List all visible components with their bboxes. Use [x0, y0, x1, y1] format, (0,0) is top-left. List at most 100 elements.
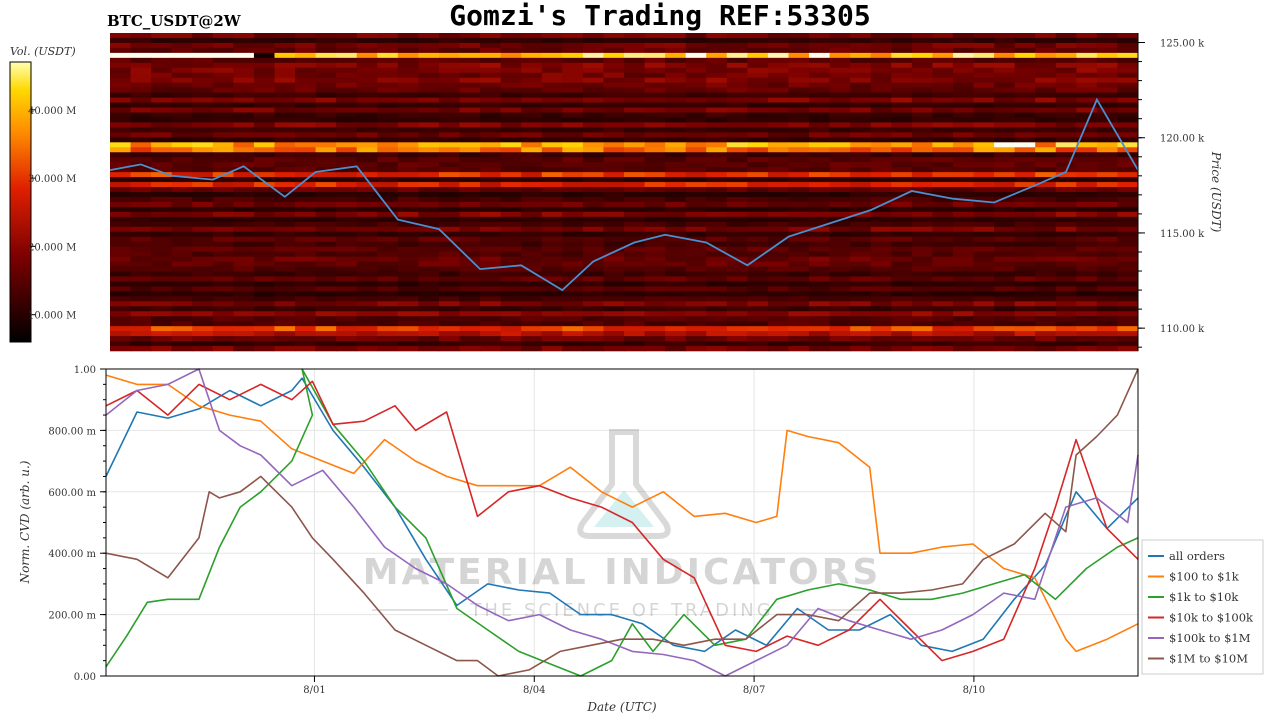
heatmap-cell — [603, 196, 625, 203]
heatmap-cell — [233, 256, 255, 262]
heatmap-cell — [1014, 341, 1036, 347]
heatmap-cell — [397, 147, 419, 153]
heatmap-cell — [1117, 33, 1139, 39]
heatmap-cell — [295, 97, 317, 103]
heatmap-cell — [1117, 226, 1139, 233]
heatmap-cell — [377, 62, 399, 69]
heatmap-cell — [665, 72, 687, 79]
heatmap-cell — [788, 57, 810, 64]
heatmap-cell — [891, 172, 913, 178]
heatmap-cell — [418, 331, 440, 337]
heatmap-cell — [130, 241, 152, 247]
heatmap-cell — [665, 117, 687, 123]
heatmap-cell — [809, 107, 831, 113]
heatmap-cell — [274, 306, 296, 312]
heatmap-cell — [952, 112, 975, 118]
heatmap-cell — [624, 236, 646, 242]
heatmap-cell — [336, 211, 358, 218]
heatmap-cell — [192, 286, 214, 292]
heatmap-cell — [151, 182, 173, 188]
heatmap-cell — [1035, 192, 1057, 198]
heatmap-cell — [562, 182, 584, 188]
heatmap-cell — [480, 266, 502, 272]
heatmap-cell — [151, 326, 173, 332]
heatmap-cell — [418, 251, 440, 257]
heatmap-cell — [850, 132, 872, 138]
heatmap-cell — [438, 117, 461, 123]
heatmap-cell — [1096, 196, 1118, 203]
heatmap-cell — [130, 331, 152, 337]
heatmap-cell — [315, 102, 337, 108]
heatmap-cell — [233, 52, 255, 59]
heatmap-cell — [1035, 102, 1057, 108]
heatmap-cell — [809, 206, 831, 213]
heatmap-cell — [932, 33, 954, 39]
heatmap-cell — [315, 47, 337, 54]
heatmap-cell — [1055, 241, 1077, 247]
heatmap-cell — [870, 281, 892, 287]
heatmap-cell — [397, 201, 419, 208]
heatmap-cell — [829, 62, 851, 69]
heatmap-cell — [850, 221, 872, 228]
heatmap-cell — [644, 311, 666, 317]
heatmap-cell — [1076, 52, 1098, 59]
heatmap-cell — [809, 167, 831, 173]
heatmap-cell — [1014, 167, 1036, 173]
heatmap-cell — [397, 236, 419, 242]
heatmap-cell — [233, 251, 255, 257]
heatmap-cell — [1055, 306, 1077, 312]
heatmap-cell — [171, 33, 193, 39]
heatmap-cell — [952, 261, 975, 267]
heatmap-cell — [829, 82, 851, 88]
heatmap-cell — [336, 112, 358, 118]
heatmap-cell — [377, 37, 399, 44]
heatmap-cell — [1055, 296, 1077, 302]
heatmap-cell — [665, 192, 687, 198]
heatmap-cell — [110, 33, 132, 39]
heatmap-cell — [706, 97, 728, 103]
heatmap-cell — [377, 97, 399, 103]
heatmap-cell — [706, 182, 728, 188]
heatmap-cell — [870, 47, 892, 54]
heatmap-cell — [110, 172, 132, 178]
heatmap-cell — [438, 182, 461, 188]
heatmap-cell — [480, 311, 502, 317]
heatmap-cell — [459, 301, 481, 307]
heatmap-cell — [274, 221, 296, 228]
heatmap-cell — [1117, 336, 1139, 342]
heatmap-cell — [767, 276, 789, 282]
heatmap-cell — [788, 142, 810, 148]
heatmap-cell — [911, 152, 933, 158]
heatmap-cell — [1096, 281, 1118, 287]
heatmap-cell — [644, 226, 666, 233]
heatmap-cell — [274, 271, 296, 277]
heatmap-cell — [994, 331, 1016, 337]
heatmap-cell — [274, 211, 296, 218]
heatmap-cell — [171, 67, 193, 74]
heatmap-cell — [1117, 196, 1139, 203]
heatmap-cell — [295, 152, 317, 158]
heatmap-cell — [110, 117, 132, 123]
heatmap-cell — [356, 127, 378, 133]
heatmap-cell — [994, 341, 1016, 347]
heatmap-cell — [870, 182, 892, 188]
heatmap-cell — [891, 33, 913, 39]
heatmap-cell — [130, 271, 152, 277]
heatmap-cell — [500, 67, 522, 74]
heatmap-cell — [212, 52, 234, 59]
heatmap-cell — [1076, 306, 1098, 312]
heatmap-cell — [788, 261, 810, 267]
heatmap-cell — [952, 231, 975, 238]
heatmap-cell — [829, 316, 851, 322]
heatmap-cell — [459, 321, 481, 327]
heatmap-cell — [603, 236, 625, 242]
heatmap-cell — [253, 82, 275, 88]
heatmap-cell — [130, 172, 152, 178]
heatmap-cell — [438, 261, 461, 267]
heatmap-cell — [151, 311, 173, 317]
heatmap-cell — [582, 52, 604, 59]
heatmap-cell — [1117, 201, 1139, 208]
heatmap-cell — [130, 177, 152, 183]
heatmap-cell — [356, 182, 378, 188]
heatmap-cell — [480, 271, 502, 277]
